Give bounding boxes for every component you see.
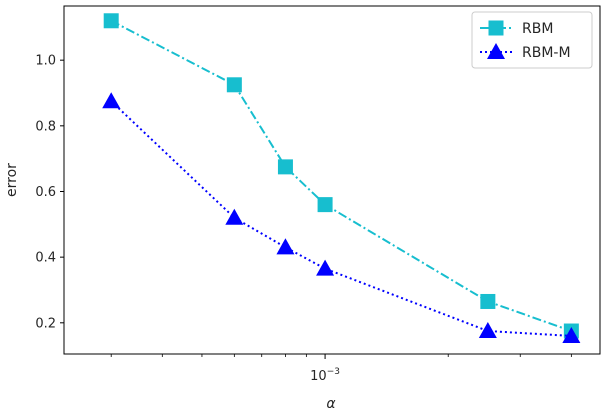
legend-entry-1: RBM-M <box>480 43 571 61</box>
axes-layer: 0.2 0.4 0.6 0.8 1.0 10−3 <box>35 5 601 384</box>
legend-label-0: RBM <box>522 21 553 37</box>
data-point-0-4 <box>480 293 496 309</box>
plot-frame <box>63 5 601 355</box>
data-point-1-4 <box>478 322 497 339</box>
y-tick-label-4: 1.0 <box>35 54 56 69</box>
plot-layer <box>102 13 581 343</box>
data-point-1-1 <box>225 208 244 225</box>
x-tick-label-0: 10−3 <box>310 367 340 384</box>
data-point-1-5 <box>562 326 581 343</box>
data-point-0-1 <box>226 77 242 93</box>
x-axis-label: α <box>326 396 336 412</box>
legend-marker-0 <box>488 20 504 36</box>
data-point-1-2 <box>276 238 295 255</box>
legend-marker-1 <box>487 43 505 60</box>
legend: RBM RBM-M <box>471 11 593 69</box>
data-point-1-0 <box>102 92 121 109</box>
data-point-0-2 <box>277 159 293 175</box>
y-axis-label: error <box>4 163 20 197</box>
y-tick-label-0: 0.2 <box>35 316 56 331</box>
series-line-0 <box>110 19 572 332</box>
y-tick-label-3: 0.8 <box>35 119 56 134</box>
y-tick-label-2: 0.6 <box>35 185 56 200</box>
data-point-0-3 <box>317 197 333 213</box>
legend-label-1: RBM-M <box>522 45 571 61</box>
series-line-1 <box>110 100 572 337</box>
y-tick-label-1: 0.4 <box>35 251 56 266</box>
data-point-1-3 <box>316 259 335 276</box>
data-point-0-0 <box>103 13 119 29</box>
legend-entry-0: RBM <box>480 20 553 37</box>
